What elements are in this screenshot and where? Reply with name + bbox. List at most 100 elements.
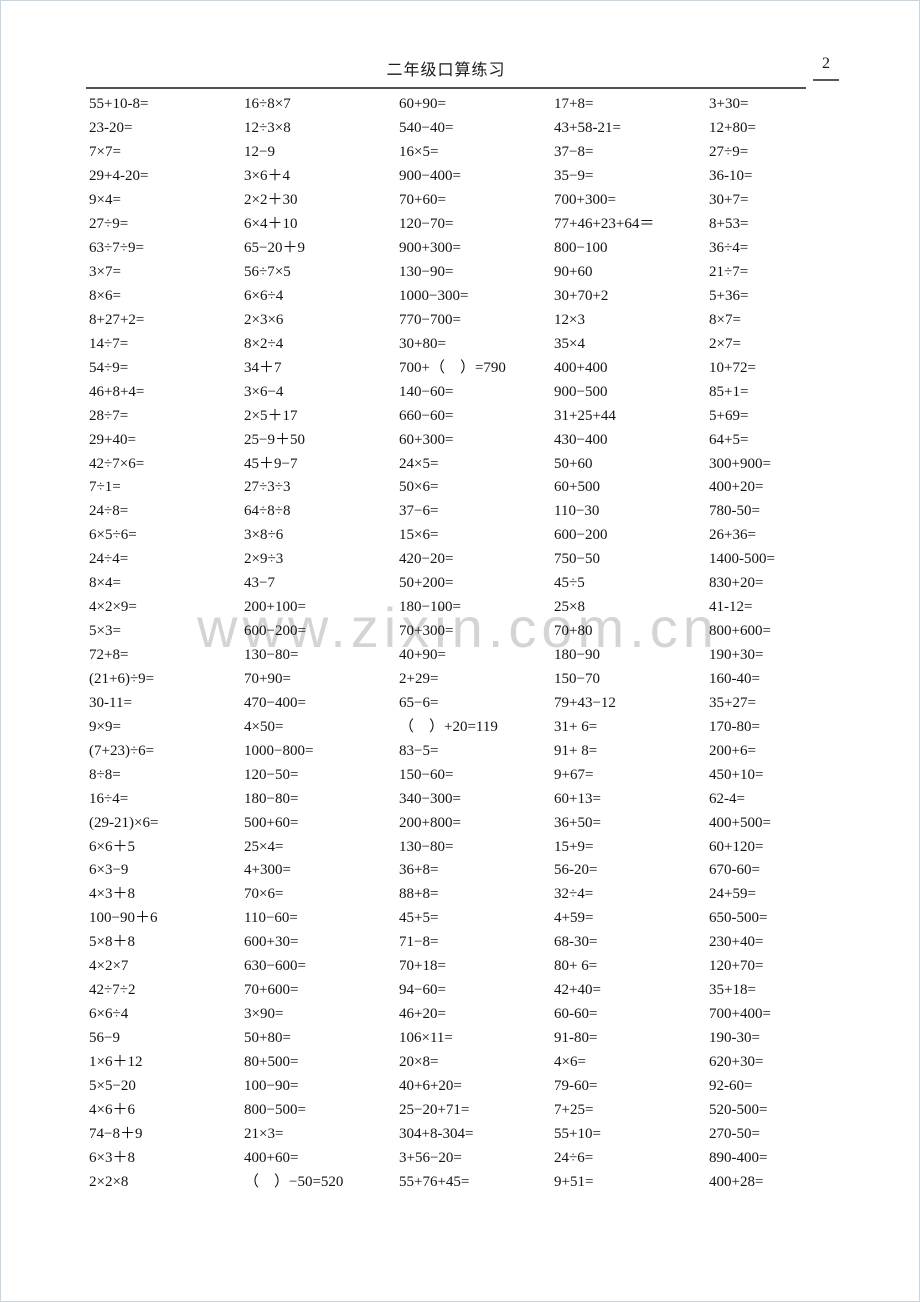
problem-cell: 180−90 — [554, 647, 600, 664]
problem-cell: 37−8= — [554, 144, 594, 161]
problem-cell: 35−9= — [554, 168, 594, 185]
problem-row: (21+6)÷9= 70+90= 2+29= 150−70 160-40= — [89, 668, 859, 692]
problem-cell: 3+56−20= — [399, 1149, 462, 1166]
problem-cell: 83−5= — [399, 742, 439, 759]
problem-cell: 780-50= — [709, 503, 760, 520]
problem-row: 16÷4= 180−80= 340−300= 60+13= 62-4= — [89, 787, 859, 811]
problem-cell: 630−600= — [244, 958, 306, 975]
problem-cell: 43+58-21= — [554, 120, 621, 137]
problem-row: 74−8＋9 21×3= 304+8-304= 55+10= 270-50= — [89, 1122, 859, 1146]
problem-cell: 40+90= — [399, 647, 446, 664]
header-divider — [86, 87, 806, 89]
problem-cell: 70×6= — [244, 886, 284, 903]
problem-cell: 180−80= — [244, 790, 299, 807]
problem-cell: 64+5= — [709, 431, 749, 448]
problem-cell: 70+18= — [399, 958, 446, 975]
problem-cell: 4×2×7 — [89, 958, 129, 975]
problem-cell: 304+8-304= — [399, 1125, 474, 1142]
problem-cell: 25×4= — [244, 838, 284, 855]
problem-cell: (7+23)÷6= — [89, 742, 155, 759]
problem-cell: 4×3＋8 — [89, 886, 135, 903]
problem-cell: 27÷9= — [89, 216, 129, 233]
problem-cell: 8×6= — [89, 287, 121, 304]
problem-cell: 24×5= — [399, 455, 439, 472]
problem-cell: 110−60= — [244, 910, 298, 927]
problem-cell: 10+72= — [709, 359, 756, 376]
problem-cell: 65−20＋9 — [244, 240, 305, 257]
problem-cell: 46+20= — [399, 1006, 446, 1023]
problem-cell: 5+36= — [709, 287, 749, 304]
problem-cell: 8÷8= — [89, 766, 121, 783]
problem-row: 4×3＋8 70×6= 88+8= 32÷4= 24+59= — [89, 883, 859, 907]
problem-row: 55+10-8= 16÷8×7 60+90= 17+8= 3+30= — [89, 93, 859, 117]
problem-cell: 700+400= — [709, 1006, 771, 1023]
problem-cell: 16÷8×7 — [244, 96, 291, 113]
problem-cell: 600+30= — [244, 934, 299, 951]
problem-cell: （ ）+20=119 — [399, 718, 498, 735]
problem-cell: 9+51= — [554, 1173, 594, 1190]
problem-cell: 400+500= — [709, 814, 771, 831]
problem-row: 28÷7= 2×5＋17 660−60= 31+25+44 5+69= — [89, 404, 859, 428]
problem-cell: （ ）−50=520 — [244, 1173, 344, 1190]
problem-cell: 830+20= — [709, 575, 764, 592]
problem-cell: 120+70= — [709, 958, 764, 975]
problem-cell: 29+40= — [89, 431, 136, 448]
problem-cell: 5×3= — [89, 623, 121, 640]
problem-cell: 60+13= — [554, 790, 601, 807]
problem-cell: 6×3−9 — [89, 862, 129, 879]
problem-row: 5×3= 600−200= 70+300= 70+80 800+600= — [89, 620, 859, 644]
problem-cell: 700+（ ）=790 — [399, 359, 506, 376]
problem-cell: 17+8= — [554, 96, 594, 113]
problem-cell: 34＋7 — [244, 359, 282, 376]
problem-cell: 800−100 — [554, 240, 608, 257]
problem-cell: 30+80= — [399, 335, 446, 352]
problem-row: 8+27+2= 2×3×6 770−700= 12×3 8×7= — [89, 308, 859, 332]
problem-cell: 430−400 — [554, 431, 608, 448]
problem-row: 7÷1= 27÷3÷3 50×6= 60+500 400+20= — [89, 476, 859, 500]
problem-row: 23-20= 12÷3×8 540−40= 43+58-21= 12+80= — [89, 117, 859, 141]
problem-row: 27÷9= 6×4＋10 120−70= 77+46+23+64＝ 8+53= — [89, 213, 859, 237]
problem-cell: 85+1= — [709, 383, 749, 400]
problem-cell: 29+4-20= — [89, 168, 149, 185]
problem-cell: 5×5−20 — [89, 1077, 136, 1094]
problem-cell: 91+ 8= — [554, 742, 598, 759]
problem-row: 42÷7÷2 70+600= 94−60= 42+40= 35+18= — [89, 979, 859, 1003]
problem-cell: 470−400= — [244, 694, 306, 711]
problem-cell: 190+30= — [709, 647, 764, 664]
problem-row: 5×5−20 100−90= 40+6+20= 79-60= 92-60= — [89, 1074, 859, 1098]
problem-cell: 21×3= — [244, 1125, 284, 1142]
problem-row: 29+40= 25−9＋50 60+300= 430−400 64+5= — [89, 428, 859, 452]
problem-cell: 30+7= — [709, 192, 749, 209]
problem-row: 29+4-20= 3×6＋4 900−400= 35−9= 36-10= — [89, 165, 859, 189]
problem-cell: 74−8＋9 — [89, 1125, 143, 1142]
problem-cell: 3×6−4 — [244, 383, 284, 400]
problem-row: 8×4= 43−7 50+200= 45÷5 830+20= — [89, 572, 859, 596]
problem-row: 9×9= 4×50= （ ）+20=119 31+ 6= 170-80= — [89, 715, 859, 739]
problem-row: 6×6＋5 25×4= 130−80= 15+9= 60+120= — [89, 835, 859, 859]
problem-cell: 900+300= — [399, 240, 461, 257]
problem-cell: 77+46+23+64＝ — [554, 216, 655, 233]
problem-cell: 120−50= — [244, 766, 299, 783]
problem-cell: 25−20+71= — [399, 1101, 470, 1118]
problem-row: 100−90＋6 110−60= 45+5= 4+59= 650-500= — [89, 907, 859, 931]
problem-cell: 1400-500= — [709, 551, 775, 568]
problem-cell: 68-30= — [554, 934, 598, 951]
problem-cell: 500+60= — [244, 814, 299, 831]
problem-cell: 2+29= — [399, 670, 439, 687]
problem-cell: 6×6÷4 — [89, 1006, 129, 1023]
problem-cell: 27÷9= — [709, 144, 749, 161]
problem-cell: 55+10= — [554, 1125, 601, 1142]
problem-cell: 670-60= — [709, 862, 760, 879]
problem-cell: 60+500 — [554, 479, 600, 496]
problem-cell: 16×5= — [399, 144, 439, 161]
problem-cell: 35+18= — [709, 982, 756, 999]
problem-cell: 60-60= — [554, 1006, 598, 1023]
problem-row: 24÷4= 2×9÷3 420−20= 750−50 1400-500= — [89, 548, 859, 572]
problem-cell: 4×6＋6 — [89, 1101, 135, 1118]
problem-cell: 56-20= — [554, 862, 598, 879]
problem-cell: 5×8＋8 — [89, 934, 135, 951]
problem-cell: 8×7= — [709, 311, 741, 328]
problem-cell: 70+80 — [554, 623, 593, 640]
problem-cell: 400+20= — [709, 479, 764, 496]
problem-cell: 65−6= — [399, 694, 439, 711]
